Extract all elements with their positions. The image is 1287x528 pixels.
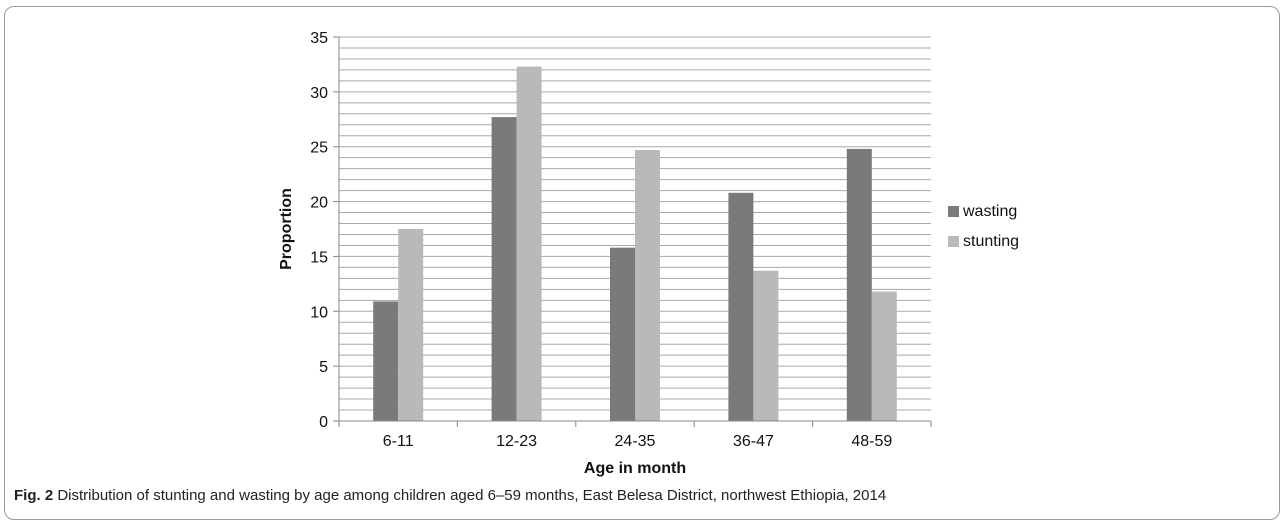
tick-labels: 6-11 12-23 24-35 36-47 48-59 0 5 10 15 20 25 30 35 [310,30,892,450]
bar-stunting-12-23 [516,66,542,421]
figure-frame [4,6,1280,520]
bar-stunting-24-35 [635,150,660,421]
x-tick-label: 6-11 [383,433,414,450]
bar-wasting-36-47 [728,192,754,421]
x-tick-label: 48-59 [851,433,892,450]
legend-swatch-stunting [948,236,959,247]
bar-stunting-48-59 [871,291,897,421]
legend-swatch-wasting [948,206,959,217]
y-axis-title: Proportion [278,188,295,270]
bar-chart: 6-11 12-23 24-35 36-47 48-59 0 5 10 15 20 25 30 35 P… [278,30,1019,477]
caption-text: Distribution of stunting and wasting by … [53,487,887,504]
y-tick-label: 20 [310,195,328,212]
y-tick-label: 0 [319,414,328,431]
bar-wasting-6-11 [373,301,399,421]
bar-wasting-24-35 [610,247,635,421]
bar-wasting-48-59 [846,148,872,421]
axes [333,36,932,427]
x-axis-title: Age in month [584,460,686,477]
figure-caption: Fig. 2 Distribution of stunting and wast… [14,487,1274,504]
y-tick-label: 25 [310,140,328,157]
bar-wasting-12-23 [491,117,517,421]
legend-label-wasting: wasting [962,203,1017,220]
y-tick-label: 5 [319,359,328,376]
y-tick-label: 35 [310,30,328,47]
caption-label: Fig. 2 [14,487,54,504]
x-tick-label: 24-35 [615,433,656,450]
x-tick-label: 36-47 [733,433,774,450]
bar-stunting-36-47 [753,270,779,421]
y-tick-label: 30 [310,85,328,102]
y-tick-label: 10 [310,304,328,321]
x-tick-label: 12-23 [496,433,537,450]
y-tick-label: 15 [310,249,328,266]
bar-stunting-6-11 [398,229,424,421]
legend: wasting stunting [948,203,1019,250]
legend-label-stunting: stunting [963,233,1019,250]
bars [373,66,897,421]
